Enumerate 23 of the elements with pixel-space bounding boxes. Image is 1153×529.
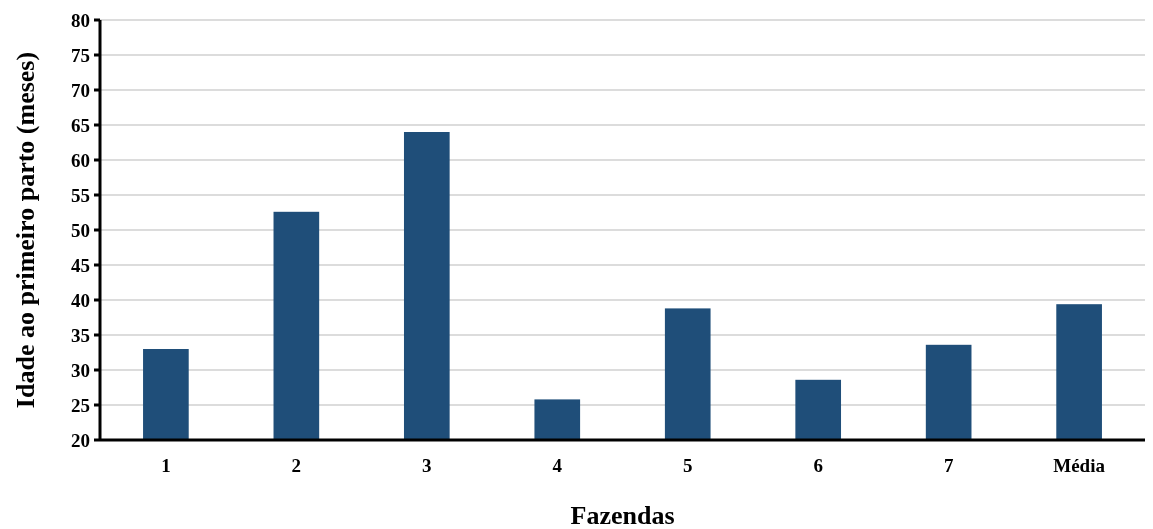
y-tick-label: 20 <box>71 429 90 451</box>
y-tick-label: 75 <box>71 44 90 66</box>
x-tick-label: 6 <box>813 455 823 476</box>
y-tick-label: 50 <box>71 219 90 241</box>
y-tick-label: 40 <box>71 289 90 311</box>
y-tick-label: 60 <box>71 149 90 171</box>
x-tick-label: 2 <box>291 455 302 476</box>
x-tick-label: 3 <box>422 455 432 476</box>
y-tick-label: 45 <box>71 254 90 276</box>
x-axis-title: Fazendas <box>570 501 675 529</box>
y-tick-label: 35 <box>71 324 90 346</box>
y-tick-label: 55 <box>71 184 90 206</box>
x-tick-label: 5 <box>682 455 693 476</box>
y-axis-title: Idade ao primeiro parto (meses) <box>11 51 40 409</box>
y-tick-label: 25 <box>71 394 90 416</box>
y-tick-label: 70 <box>71 79 90 101</box>
y-tick-label: 80 <box>71 9 90 31</box>
x-tick-label: 1 <box>161 455 171 476</box>
y-tick-label: 65 <box>71 114 90 136</box>
x-tick-label: 7 <box>943 455 954 476</box>
x-tick-label: 4 <box>552 455 563 476</box>
x-tick-label: Média <box>1053 455 1106 476</box>
y-tick-label: 30 <box>71 359 90 381</box>
